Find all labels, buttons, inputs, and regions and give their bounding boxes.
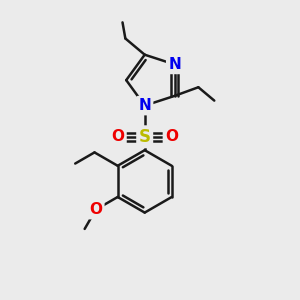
Text: O: O — [165, 129, 178, 144]
Text: O: O — [112, 129, 124, 144]
Text: O: O — [89, 202, 102, 217]
Text: N: N — [138, 98, 151, 113]
Text: N: N — [168, 57, 181, 72]
Text: S: S — [139, 128, 151, 146]
